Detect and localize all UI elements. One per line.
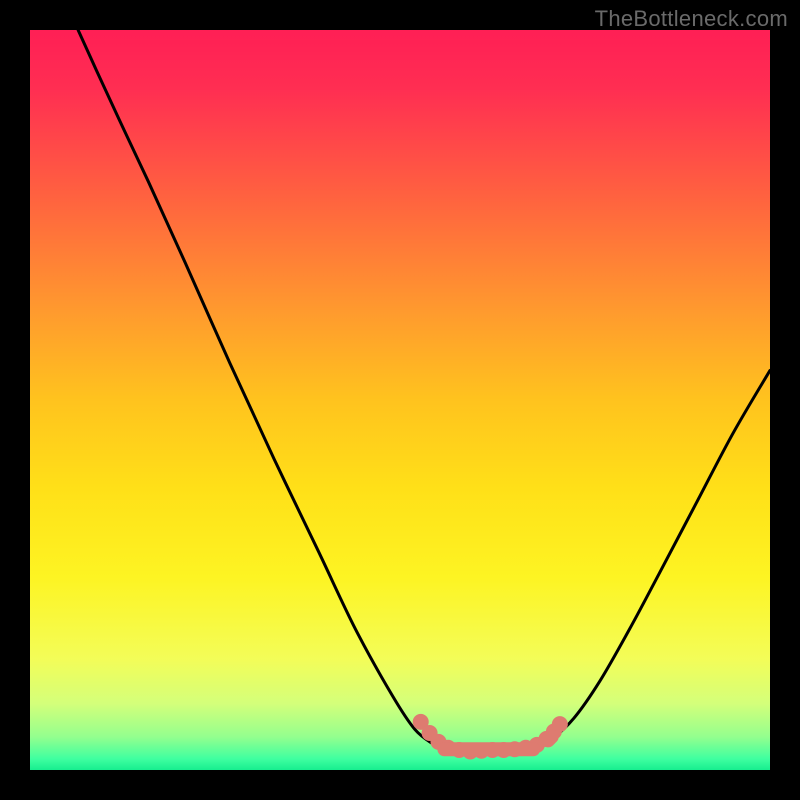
plot-area [30, 30, 770, 770]
chart-frame: TheBottleneck.com [0, 0, 800, 800]
band-marker-dot [552, 716, 568, 732]
band-marker-segment [548, 737, 552, 741]
watermark-label: TheBottleneck.com [595, 6, 788, 32]
optimal-band-markers [30, 30, 770, 770]
